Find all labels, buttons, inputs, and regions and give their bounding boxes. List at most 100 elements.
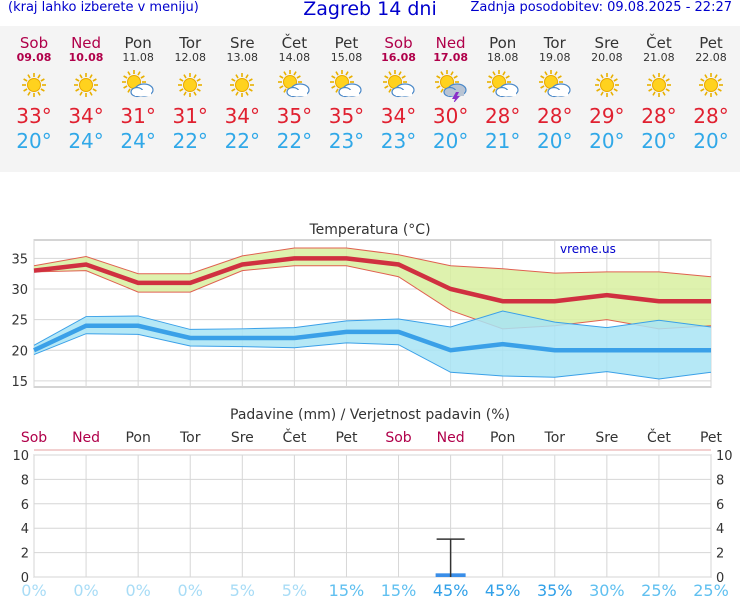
temp-max: 33° xyxy=(16,104,52,128)
temp-max: 30° xyxy=(432,104,469,128)
sun-cloud-icon xyxy=(382,70,415,98)
precip-probability: 45% xyxy=(433,581,469,600)
y-tick-label-right: 0 xyxy=(716,571,724,586)
temp-min: 20° xyxy=(641,129,677,153)
thunderstorm-sun-icon xyxy=(434,70,467,104)
day-date: 12.08 xyxy=(174,51,206,64)
day-column: Čet 21.08 28° 20° xyxy=(633,26,685,154)
precip-probability: 0% xyxy=(73,581,98,600)
day-date: 19.08 xyxy=(539,51,571,64)
day-column: Sre 13.08 34° 22° xyxy=(216,26,268,154)
y-tick-label-right: 10 xyxy=(716,449,733,464)
y-tick-label-left: 6 xyxy=(21,498,29,513)
temp-max: 28° xyxy=(537,104,573,128)
temp-min: 20° xyxy=(16,129,52,153)
min-range-lower xyxy=(33,333,712,380)
day-name: Ned xyxy=(71,34,102,52)
sun-cloud-icon xyxy=(538,70,571,98)
precip-probability: 5% xyxy=(230,581,255,600)
temp-max: 34° xyxy=(68,104,104,128)
precip-probability: 0% xyxy=(178,581,203,600)
temp-max: 31° xyxy=(120,104,156,128)
day-column: Sre 20.08 29° 20° xyxy=(581,26,633,154)
day-date: 11.08 xyxy=(122,51,154,64)
chart-title: Padavine (mm) / Verjetnost padavin (%) xyxy=(230,407,510,423)
x-day-label: Ned xyxy=(437,430,465,446)
day-date: 21.08 xyxy=(643,51,675,64)
sun-icon xyxy=(178,73,203,97)
y-tick-label-left: 0 xyxy=(21,571,29,586)
temp-min: 22° xyxy=(172,129,208,153)
day-date: 18.08 xyxy=(486,51,519,64)
temp-max: 28° xyxy=(641,104,677,128)
x-day-label: Tor xyxy=(179,430,201,446)
min-temp-line xyxy=(33,323,711,353)
day-date: 10.08 xyxy=(68,51,104,64)
chart-title: Temperatura (°C) xyxy=(308,222,430,238)
day-column: Sob 16.08 34° 23° xyxy=(373,26,425,154)
day-name: Sre xyxy=(230,34,255,52)
page-title: Zagreb 14 dni xyxy=(303,0,437,20)
y-tick-label-right: 4 xyxy=(716,522,724,537)
temp-min: 23° xyxy=(380,129,417,153)
header-menu-hint[interactable]: (kraj lahko izberete v meniju) xyxy=(8,0,199,15)
temp-min: 22° xyxy=(224,129,261,153)
day-date: 14.08 xyxy=(278,51,311,64)
temperature-chart: 15 20 25 30 35 Temperatura (°C) vreme.us xyxy=(11,222,712,390)
y-tick-label-right: 6 xyxy=(716,498,724,513)
min-range-upper xyxy=(33,310,712,346)
x-day-label: Sre xyxy=(595,430,618,446)
x-day-label: Tor xyxy=(544,430,566,446)
day-column: Pon 11.08 31° 24° xyxy=(112,26,164,154)
sun-icon xyxy=(699,73,723,97)
max-range-lower xyxy=(33,265,712,330)
temp-max: 29° xyxy=(589,104,625,128)
day-date: 20.08 xyxy=(591,51,623,64)
temp-min: 20° xyxy=(537,129,573,153)
precip-probability: 45% xyxy=(485,581,521,600)
day-name: Ned xyxy=(435,34,466,52)
x-day-label: Pon xyxy=(490,430,515,446)
y-tick-label-right: 8 xyxy=(716,473,724,488)
day-name: Čet xyxy=(646,34,672,52)
temp-max: 31° xyxy=(172,104,208,128)
day-name: Pet xyxy=(334,34,359,52)
watermark: vreme.us xyxy=(560,242,616,256)
sun-icon xyxy=(594,73,619,97)
precip-probability: 0% xyxy=(21,581,46,600)
day-column: Pon 18.08 28° 21° xyxy=(477,26,529,154)
y-tick-label: 20 xyxy=(11,344,28,359)
day-date: 16.08 xyxy=(381,51,416,64)
day-date: 15.08 xyxy=(330,51,363,64)
precip-range-whisker xyxy=(436,538,465,577)
temp-max: 28° xyxy=(484,104,521,128)
max-range-upper xyxy=(33,247,712,278)
day-column: Ned 17.08 30° 20° xyxy=(425,26,477,154)
temp-min: 20° xyxy=(589,129,625,153)
temp-min: 20° xyxy=(693,129,729,153)
day-column: Ned 10.08 34° 24° xyxy=(60,26,112,154)
precip-probability: 15% xyxy=(381,581,417,600)
day-date: 09.08 xyxy=(16,51,52,64)
x-day-label: Pet xyxy=(335,430,358,446)
day-name: Pet xyxy=(699,34,723,52)
temp-min: 24° xyxy=(120,129,156,153)
precip-probability: 15% xyxy=(329,581,365,600)
y-tick-label-left: 4 xyxy=(21,522,29,537)
x-day-label: Pet xyxy=(700,430,723,446)
y-tick-label-left: 2 xyxy=(21,547,29,562)
sun-icon xyxy=(230,73,255,97)
x-day-label: Ned xyxy=(72,430,100,446)
y-tick-label: 35 xyxy=(11,252,28,267)
day-name: Tor xyxy=(179,34,202,52)
y-tick-label: 25 xyxy=(11,314,28,329)
temp-min: 20° xyxy=(432,129,469,153)
temp-max: 35° xyxy=(276,104,313,128)
temp-max: 34° xyxy=(224,104,261,128)
day-name: Tor xyxy=(543,34,566,52)
y-tick-label-right: 2 xyxy=(716,547,724,562)
precipitation-chart: Padavine (mm) / Verjetnost padavin (%) So… xyxy=(12,407,733,600)
x-day-label: Pon xyxy=(125,430,150,446)
sun-icon xyxy=(646,73,671,97)
x-day-label: Sre xyxy=(231,430,254,446)
